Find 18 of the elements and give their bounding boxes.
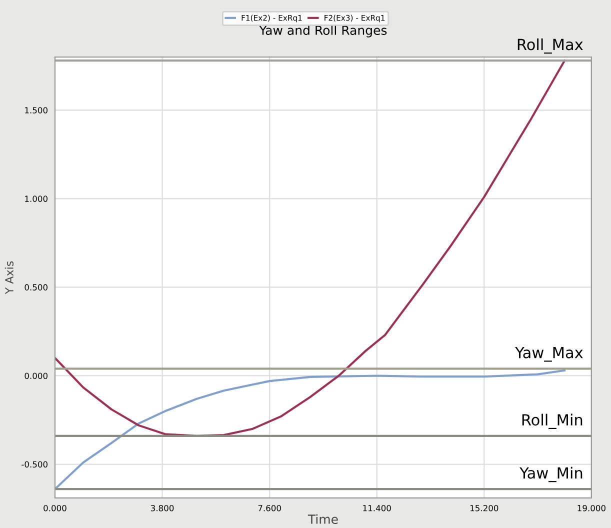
- ref-line-label: Roll_Min: [522, 414, 582, 429]
- x-tick-label: 15.200: [470, 504, 498, 512]
- x-tick-label: 19.000: [578, 504, 606, 512]
- x-tick-label: 11.400: [363, 504, 391, 512]
- ref-line-label: Yaw_Max: [515, 346, 583, 362]
- y-tick-label: 1.500: [25, 107, 48, 114]
- y-axis-title: Y Axis: [4, 261, 14, 294]
- y-tick-label: 0.000: [24, 372, 48, 380]
- x-tick-label: 7.600: [258, 504, 281, 512]
- x-tick-label: 0.000: [44, 504, 66, 512]
- y-tick-label: 1.000: [25, 196, 48, 202]
- y-tick-label: 0.500: [24, 284, 48, 290]
- x-tick-label: 3.800: [150, 504, 174, 512]
- chart-title: Yaw and Roll Ranges: [259, 25, 387, 38]
- y-tick-label: -0.500: [22, 461, 48, 468]
- x-axis-title: Time: [308, 514, 338, 524]
- ref-line-label: Yaw_Min: [520, 466, 582, 482]
- ref-line-label: Roll_Max: [518, 38, 583, 54]
